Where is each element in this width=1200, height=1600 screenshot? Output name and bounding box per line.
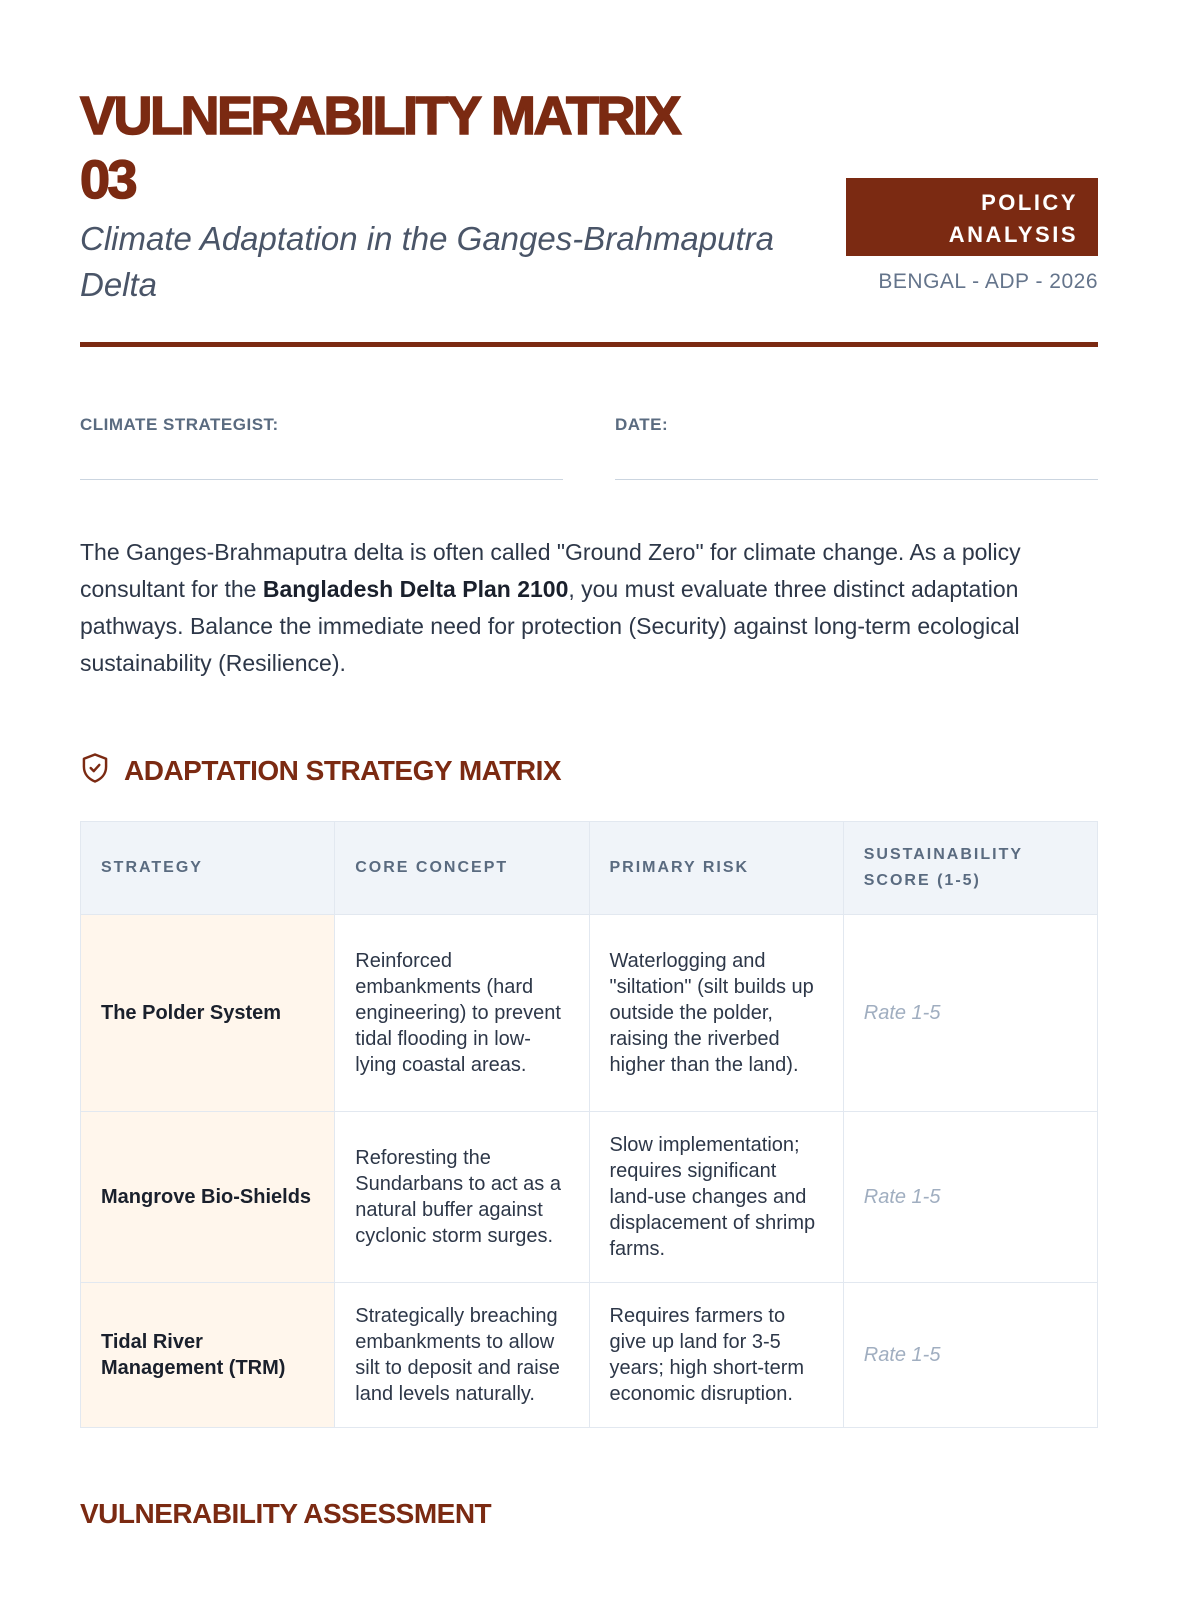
score-input[interactable]: Rate 1-5 (842, 1282, 1099, 1428)
document-code: BENGAL - ADP - 2026 (878, 270, 1098, 293)
intro-bold: Bangladesh Delta Plan 2100 (262, 576, 569, 602)
concept-cell: Strategically breaching embankments to a… (334, 1282, 590, 1428)
score-input[interactable]: Rate 1-5 (842, 1111, 1099, 1283)
table-header-row: STRATEGY CORE CONCEPT PRIMARY RISK SUSTA… (79, 821, 1099, 915)
header-sustainability-score: SUSTAINABILITY SCORE (1-5) (842, 821, 1099, 915)
intro-text-2: , you must evaluate three distinct adapt… (80, 576, 1020, 676)
concept-cell: Reforesting the Sundarbans to act as a n… (334, 1111, 590, 1283)
strategy-cell: The Polder System (79, 914, 336, 1112)
strategy-cell: Tidal River Management (TRM) (79, 1282, 336, 1428)
table-row: Tidal River Management (TRM) Strategical… (79, 1282, 1099, 1428)
header-strategy: STRATEGY (79, 821, 336, 915)
score-input[interactable]: Rate 1-5 (842, 914, 1099, 1112)
risk-cell: Requires farmers to give up land for 3-5… (588, 1282, 844, 1428)
date-label: DATE: (615, 415, 669, 434)
strategist-field[interactable]: CLIMATE STRATEGIST: (80, 415, 563, 480)
risk-cell: Slow implementation; requires significan… (588, 1111, 844, 1283)
info-fields: CLIMATE STRATEGIST: DATE: (80, 415, 1098, 480)
badge-line-2: ANALYSIS (948, 222, 1078, 247)
header: VULNERABILITY MATRIX 03 Climate Adaptatio… (79, 0, 1098, 342)
shield-check-icon (80, 752, 110, 789)
header-divider (80, 342, 1098, 347)
page-title: VULNERABILITY MATRIX 03 (79, 84, 840, 212)
table-row: The Polder System Reinforced embankments… (79, 914, 1099, 1112)
risk-cell: Waterlogging and "siltation" (silt build… (588, 914, 844, 1112)
table-row: Mangrove Bio-Shields Reforesting the Sun… (79, 1111, 1099, 1283)
header-core-concept: CORE CONCEPT (334, 821, 590, 915)
assessment-title: VULNERABILITY ASSESSMENT (80, 1498, 492, 1529)
header-primary-risk: PRIMARY RISK (588, 821, 844, 915)
date-field[interactable]: DATE: (615, 415, 1098, 480)
title-line-1: VULNERABILITY MATRIX (79, 85, 682, 147)
worksheet-page: VULNERABILITY MATRIX 03 Climate Adaptatio… (79, 0, 1099, 1529)
matrix-heading: ADAPTATION STRATEGY MATRIX (80, 752, 1098, 789)
strategy-matrix-table: STRATEGY CORE CONCEPT PRIMARY RISK SUSTA… (79, 821, 1099, 1428)
subtitle: Climate Adaptation in the Ganges-Brahmap… (80, 220, 774, 303)
badge-line-1: POLICY (981, 190, 1078, 215)
matrix-title: ADAPTATION STRATEGY MATRIX (124, 754, 562, 786)
policy-analysis-badge: POLICY ANALYSIS (846, 178, 1098, 256)
strategy-cell: Mangrove Bio-Shields (79, 1111, 336, 1283)
intro-paragraph: The Ganges-Brahmaputra delta is often ca… (80, 534, 1098, 682)
concept-cell: Reinforced embankments (hard engineering… (334, 914, 590, 1112)
intro-text-1: The Ganges-Brahmaputra delta is often ca… (80, 539, 1021, 602)
title-line-2: 03 (79, 149, 138, 211)
strategist-label: CLIMATE STRATEGIST: (80, 415, 279, 434)
